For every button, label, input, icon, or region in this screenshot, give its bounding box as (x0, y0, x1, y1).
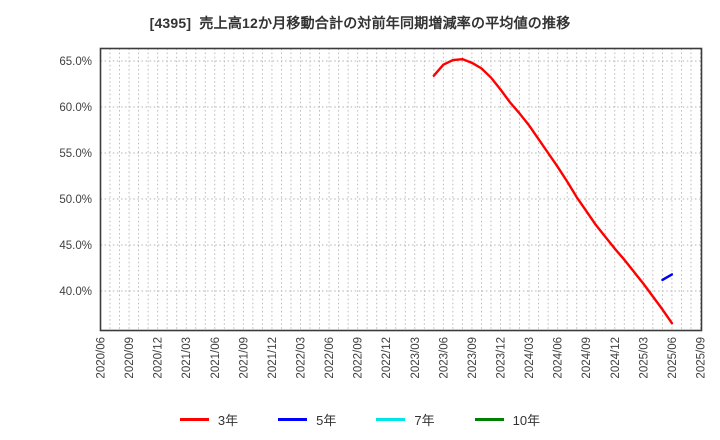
x-tick-label: 2024/06 (553, 337, 565, 379)
legend-label: 5年 (316, 413, 337, 428)
chart-title: [4395] 売上高12か月移動合計の対前年同期増減率の平均値の推移 (149, 15, 571, 31)
x-tick-label: 2023/09 (467, 337, 479, 379)
y-tick-label: 45.0% (59, 240, 92, 252)
x-tick-label: 2020/12 (153, 337, 165, 379)
x-tick-label: 2025/09 (696, 337, 708, 379)
x-tick-label: 2022/12 (381, 337, 393, 379)
x-tick-label: 2024/12 (610, 337, 622, 379)
x-tick-label: 2021/09 (238, 337, 250, 379)
series-line-3年 (432, 57, 674, 325)
x-tick-label: 2022/03 (296, 337, 308, 379)
legend-label: 10年 (512, 413, 541, 428)
x-tick-label: 2025/06 (667, 337, 679, 379)
legend-swatch (474, 418, 504, 421)
plot-border (99, 47, 703, 332)
legend-item-3年: 3年 (179, 410, 239, 429)
x-tick-label: 2025/03 (638, 337, 650, 379)
x-tick-label: 2020/09 (124, 337, 136, 379)
y-tick-label: 60.0% (59, 102, 92, 114)
x-tick-label: 2023/06 (438, 337, 450, 379)
y-tick-label: 40.0% (59, 286, 92, 298)
legend-swatch (179, 418, 209, 421)
legend-label: 7年 (414, 413, 435, 428)
y-tick-label: 50.0% (59, 194, 92, 206)
legend-item-7年: 7年 (376, 410, 435, 429)
x-tick-label: 2020/06 (96, 337, 108, 379)
x-tick-label: 2021/06 (210, 337, 222, 379)
series-line-5年 (661, 273, 674, 282)
x-tick-label: 2023/03 (410, 337, 422, 379)
legend-swatch (376, 418, 406, 421)
y-tick-label: 65.0% (59, 56, 92, 68)
x-tick-label: 2024/09 (581, 337, 593, 379)
legend-item-5年: 5年 (278, 410, 336, 429)
y-tick-label: 55.0% (59, 148, 92, 160)
legend-label: 3年 (217, 413, 239, 428)
x-tick-label: 2022/06 (324, 337, 336, 379)
x-tick-label: 2022/09 (353, 337, 365, 379)
legend: 3年 5年 7年 10年 (0, 410, 720, 429)
x-tick-label: 2021/12 (267, 337, 279, 379)
legend-swatch (278, 418, 308, 421)
x-tick-label: 2024/03 (524, 337, 536, 379)
legend-item-10年: 10年 (474, 410, 541, 429)
x-tick-label: 2023/12 (496, 337, 508, 379)
x-tick-label: 2021/03 (181, 337, 193, 379)
